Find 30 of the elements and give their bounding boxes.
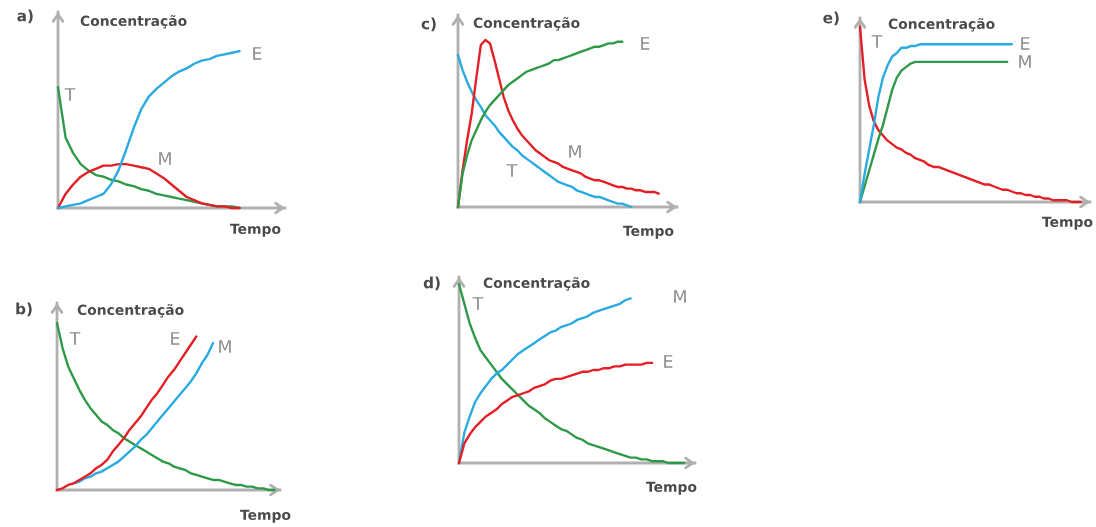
legend-label: T [69,332,81,345]
series-label: M [1019,55,1031,68]
series-label: E [664,355,673,368]
series-label: E [1021,37,1030,50]
x-axis-title: Tempo [240,509,291,523]
series-label: E [641,37,650,50]
series-label: E [253,47,262,60]
y-axis-title: Concentração [77,304,184,318]
series-label: E [171,332,180,345]
legend-label: T [472,297,484,310]
chart-title: c) [421,17,436,32]
y-axis-title: Concentração [888,18,995,32]
y-axis-title: Concentração [473,17,580,31]
chart-title: e) [823,11,839,26]
series-label: M [219,340,231,353]
text: M [674,290,686,303]
chart-title: b) [16,302,32,317]
series-label: M [159,152,171,165]
chart-title: a) [17,9,33,24]
chart-title: d) [423,276,440,291]
x-axis-title: Tempo [230,223,281,237]
y-axis-title: Concentração [483,277,590,291]
series-label: M [569,145,581,158]
y-axis-title: Concentração [80,15,187,29]
x-axis-title: Tempo [646,481,697,495]
series-label: T [64,88,76,101]
series-label: T [506,164,518,177]
x-axis-title: Tempo [1042,216,1093,230]
x-axis-title: Tempo [623,225,674,239]
series-label: T [871,35,883,48]
